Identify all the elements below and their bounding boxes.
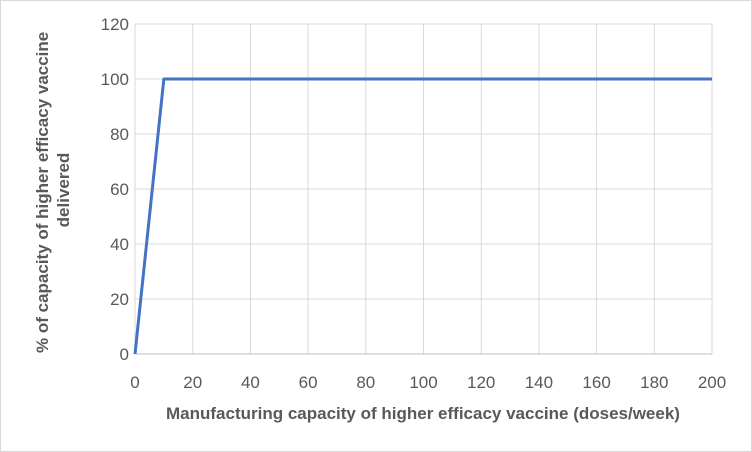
y-tick-label: 60 [110, 180, 129, 199]
y-axis-title-line-1: % of capacity of higher efficacy vaccine [33, 32, 52, 353]
x-tick-label: 100 [409, 373, 437, 392]
x-tick-labels: 0 20 40 60 80 100 120 140 160 180 200 [130, 373, 726, 392]
x-tick-label: 180 [640, 373, 668, 392]
y-tick-label: 0 [120, 345, 129, 364]
x-tick-label: 20 [183, 373, 202, 392]
y-tick-label: 80 [110, 125, 129, 144]
x-tick-label: 140 [525, 373, 553, 392]
series-line [133, 77, 712, 355]
x-axis-title: Manufacturing capacity of higher efficac… [166, 404, 680, 423]
y-tick-label: 100 [101, 70, 129, 89]
series-layer [133, 77, 712, 355]
y-tick-labels: 0 20 40 60 80 100 120 [101, 15, 129, 364]
y-axis-title: % of capacity of higher efficacy vaccine… [33, 27, 73, 353]
x-tick-label: 120 [467, 373, 495, 392]
y-tick-label: 40 [110, 235, 129, 254]
x-tick-label: 60 [299, 373, 318, 392]
y-tick-label: 20 [110, 290, 129, 309]
x-tick-label: 160 [582, 373, 610, 392]
x-tick-label: 40 [241, 373, 260, 392]
y-axis-title-line-2: delivered [54, 153, 73, 228]
gridlines [134, 23, 713, 355]
x-tick-label: 80 [356, 373, 375, 392]
y-tick-label: 120 [101, 15, 129, 34]
x-tick-label: 200 [698, 373, 726, 392]
x-tick-label: 0 [130, 373, 139, 392]
